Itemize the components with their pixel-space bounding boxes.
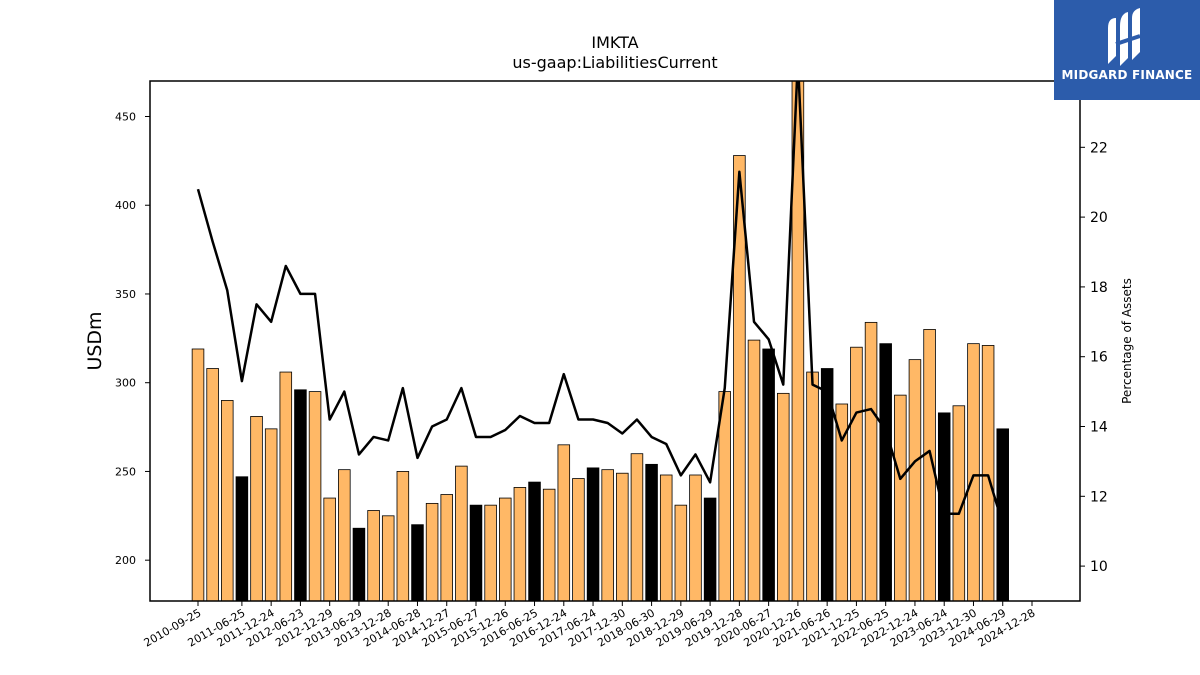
bar [645,463,658,602]
chart-title: IMKTA [591,33,638,52]
bar [557,444,571,602]
bar [616,472,629,602]
bar-group [191,80,1009,602]
bar [250,416,263,602]
y-tick-label: 200 [115,554,136,567]
series-line [196,81,1004,525]
bar [572,478,585,602]
bar [528,481,541,602]
bar [542,488,556,602]
y-tick-label: 250 [115,465,136,478]
bar [338,469,351,602]
bar [455,465,468,602]
plot-frame [149,80,1081,602]
bar [996,428,1009,602]
y2-tick-label: 10 [1090,559,1108,575]
bar [411,524,424,602]
line-group [196,81,1004,525]
bar [879,343,892,602]
y-tick-label: 350 [115,288,136,301]
bar [762,348,775,602]
bar [703,497,717,602]
bar [586,467,600,602]
y-tick-label: 300 [115,377,136,390]
bar [513,487,527,602]
bar [381,515,395,602]
y2-axis-label: Percentage of Assets [1120,278,1134,404]
bar [894,394,907,602]
bar [294,389,307,602]
bar [396,471,410,602]
bar [718,391,731,602]
bar [601,469,614,602]
bar [864,321,878,602]
bar [630,453,644,602]
bar [308,391,322,602]
bar [279,371,293,602]
chart-subtitle: us-gaap:LiabilitiesCurrent [512,53,717,72]
bar [425,502,439,602]
bar [191,348,205,602]
bar [206,368,219,602]
bar [937,412,951,602]
bar [659,474,673,602]
y-tick-label: 400 [115,199,136,212]
bar [806,371,819,602]
bar [367,510,380,602]
bar [484,504,497,602]
y-axis-label: USDm [84,311,106,370]
y2-tick-label: 18 [1090,280,1108,296]
y2-tick-label: 16 [1090,350,1108,366]
y2-tick-label: 22 [1090,140,1108,156]
bar [221,400,234,602]
brand-logo: MIDGARD FINANCE [1054,0,1200,100]
bar [747,339,761,602]
bar [264,428,278,602]
bar [981,345,995,602]
x-axis: 2010-09-252011-06-252011-12-242012-06-23… [142,601,1038,650]
bar [323,497,336,602]
bar [674,504,688,602]
bar [469,504,483,602]
bar [352,527,366,602]
bar [440,494,453,602]
y-axis-right: 10 12 14 16 18 20 22 [1080,140,1108,575]
bar [908,359,922,602]
logo-mark-icon [1108,8,1141,66]
y2-tick-label: 14 [1090,420,1108,436]
y-tick-label: 450 [115,110,136,123]
bar [967,343,980,602]
y2-tick-label: 20 [1090,210,1108,226]
bar [850,346,863,602]
bar [777,392,790,602]
logo-text: MIDGARD FINANCE [1061,68,1193,82]
y-axis-left: 200 250 300 350 400 450 [115,110,150,567]
bar [235,476,249,602]
y2-tick-label: 12 [1090,489,1108,505]
bar [689,474,702,602]
bar [499,497,512,602]
